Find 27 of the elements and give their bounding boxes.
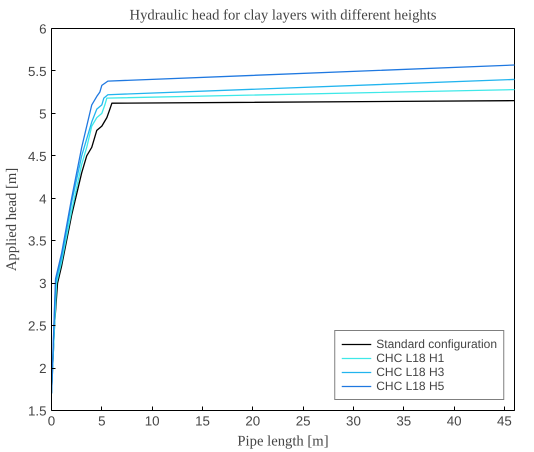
y-tick-label: 4.5: [28, 148, 47, 164]
legend-label: CHC L18 H3: [376, 365, 444, 379]
x-tick-label: 0: [48, 414, 56, 428]
y-tick-label: 3.5: [28, 234, 47, 249]
legend-label: CHC L18 H5: [376, 379, 444, 393]
y-tick-label: 6: [39, 22, 47, 36]
legend-label: Standard configuration: [376, 337, 497, 351]
y-tick-label: 2.5: [28, 318, 47, 334]
x-tick-label: 35: [396, 414, 412, 428]
x-tick-label: 5: [98, 414, 106, 428]
chart-title: Hydraulic head for clay layers with different heights: [130, 8, 437, 24]
y-tick-label: 3: [39, 276, 47, 292]
x-tick-label: 20: [245, 414, 260, 428]
x-tick-label: 15: [195, 414, 210, 428]
x-tick-label: 45: [497, 414, 512, 428]
y-tick-label: 4: [39, 191, 48, 206]
x-tick-label: 25: [296, 414, 311, 428]
y-tick-label: 5: [39, 106, 47, 122]
x-axis-title: Pipe length [m]: [237, 434, 329, 450]
y-tick-label: 1.5: [28, 404, 47, 418]
x-tick-label: 10: [144, 414, 160, 428]
y-tick-label: 5.5: [28, 64, 47, 79]
x-tick-label: 30: [346, 414, 361, 428]
x-tick-label: 40: [446, 414, 462, 428]
legend-label: CHC L18 H1: [376, 351, 444, 365]
y-axis-title: Applied head [m]: [4, 168, 20, 272]
y-tick-label: 2: [39, 361, 47, 376]
